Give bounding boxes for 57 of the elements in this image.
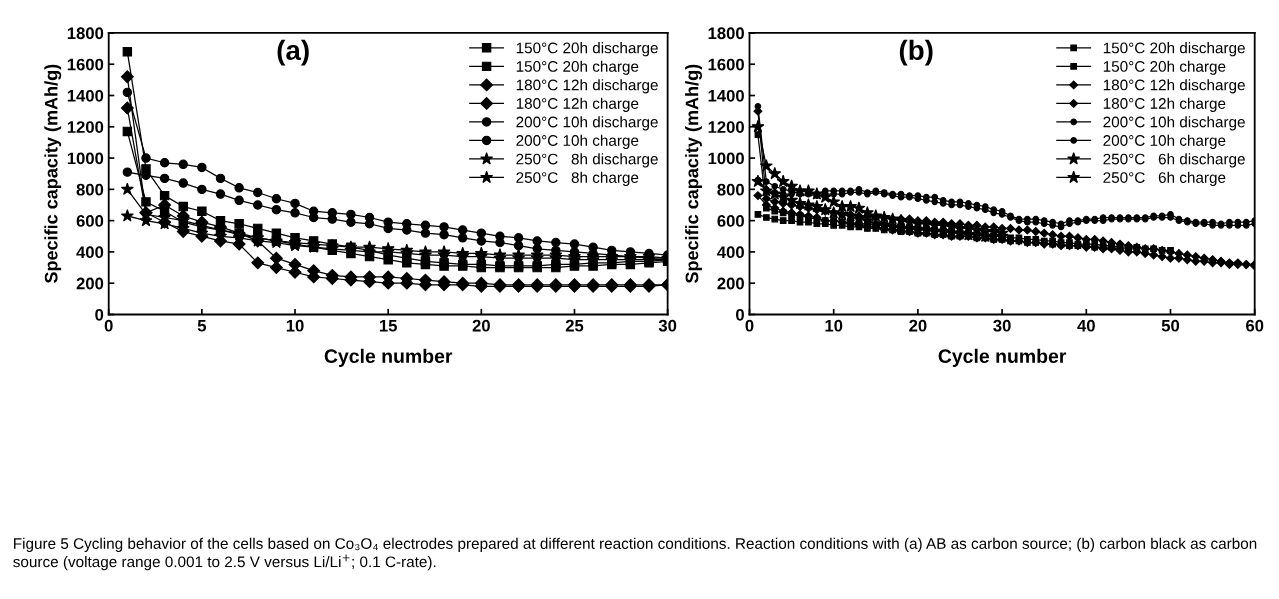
legend-label: 250°C 6h discharge bbox=[1103, 153, 1245, 168]
x-tick-label: 30 bbox=[658, 319, 677, 332]
y-tick-label: 400 bbox=[717, 246, 744, 259]
legend-label: 180°C 12h discharge bbox=[1103, 79, 1245, 94]
legend-label: 150°C 20h charge bbox=[516, 60, 639, 75]
y-tick-label: 800 bbox=[717, 183, 744, 196]
caption: Figure 5 Cycling behavior of the cells based on Co₃O₄ electrodes prepared at different reaction conditions. Reaction conditions with (a) AB as carbon source; (b) carbon black as carbon source (voltage range 0.001 to 2.5 V versus Li/Li$^{+}$; 0.1 C-rate). bbox=[13, 537, 1257, 571]
x-tick-label: 0 bbox=[104, 319, 113, 332]
legend-label: 150°C 20h discharge bbox=[1103, 42, 1245, 57]
x-tick-label: 0 bbox=[745, 319, 754, 332]
legend-label: 250°C 8h charge bbox=[516, 171, 639, 186]
y-tick-label: 1800 bbox=[708, 27, 744, 40]
y-tick-label: 1200 bbox=[708, 121, 744, 133]
y-tick-label: 800 bbox=[76, 183, 104, 196]
chart-title: (b) bbox=[899, 39, 933, 66]
legend-label: 180°C 12h charge bbox=[516, 97, 639, 112]
x-tick-label: 25 bbox=[565, 319, 584, 332]
chart-title: (a) bbox=[277, 39, 309, 66]
x-tick-label: 15 bbox=[379, 319, 397, 332]
x-axis-title: Cycle number bbox=[324, 348, 453, 367]
legend-label: 250°C 6h charge bbox=[1103, 171, 1226, 186]
x-tick-label: 5 bbox=[197, 319, 207, 332]
y-tick-label: 200 bbox=[76, 277, 104, 290]
y-axis-title: Specific capacity (mAh/g) bbox=[44, 64, 62, 284]
legend-label: 200°C 10h charge bbox=[516, 134, 639, 149]
x-tick-label: 10 bbox=[286, 319, 304, 332]
legend-label: 180°C 12h charge bbox=[1103, 97, 1226, 112]
y-tick-label: 1400 bbox=[67, 89, 104, 102]
y-tick-label: 0 bbox=[736, 308, 744, 321]
y-tick-label: 600 bbox=[717, 215, 744, 227]
legend-label: 200°C 10h charge bbox=[1103, 134, 1226, 149]
y-tick-label: 1800 bbox=[67, 27, 104, 40]
legend-label: 180°C 12h discharge bbox=[516, 79, 658, 94]
legend-label: 150°C 20h charge bbox=[1103, 60, 1226, 75]
x-tick-label: 10 bbox=[825, 319, 843, 332]
y-tick-label: 0 bbox=[95, 308, 104, 321]
x-tick-label: 50 bbox=[1161, 319, 1180, 332]
x-tick-label: 40 bbox=[1077, 319, 1095, 332]
x-tick-label: 20 bbox=[909, 319, 927, 332]
y-tick-label: 1600 bbox=[708, 58, 744, 71]
x-tick-label: 30 bbox=[993, 319, 1011, 332]
y-tick-label: 1600 bbox=[67, 58, 104, 71]
y-tick-label: 600 bbox=[76, 215, 104, 227]
y-tick-label: 1000 bbox=[67, 152, 104, 165]
legend-label: 200°C 10h discharge bbox=[516, 116, 658, 131]
x-axis-title: Cycle number bbox=[938, 348, 1067, 367]
legend-label: 250°C 8h discharge bbox=[516, 153, 658, 168]
y-tick-label: 1400 bbox=[708, 89, 744, 102]
y-tick-label: 1000 bbox=[708, 152, 744, 165]
legend-label: 150°C 20h discharge bbox=[516, 42, 658, 57]
y-tick-label: 200 bbox=[717, 277, 744, 290]
y-tick-label: 1200 bbox=[67, 121, 104, 133]
x-tick-label: 60 bbox=[1246, 319, 1264, 332]
x-tick-label: 20 bbox=[472, 319, 490, 332]
legend-label: 200°C 10h discharge bbox=[1103, 116, 1245, 131]
y-axis-title: Specific capacity (mAh/g) bbox=[685, 64, 702, 284]
y-tick-label: 400 bbox=[76, 246, 104, 259]
